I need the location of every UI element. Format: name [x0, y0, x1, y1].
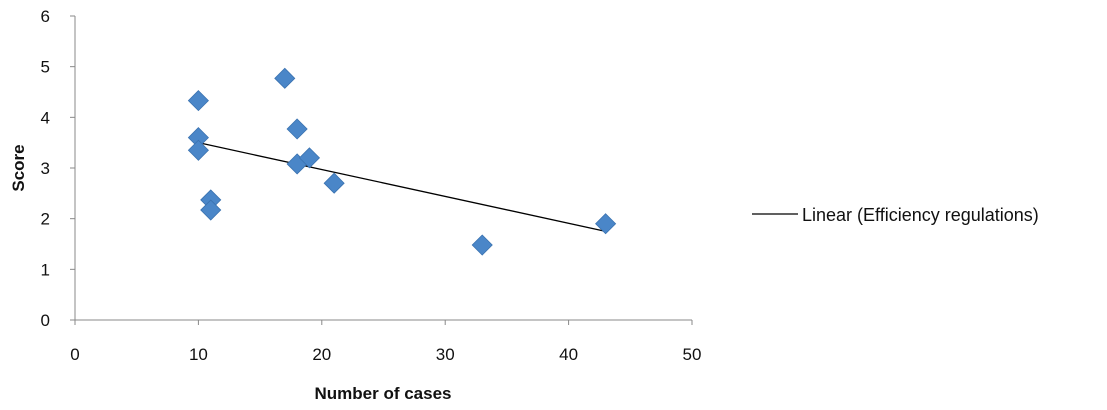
tick-labels: 0 1 2 3 4 5 6 0 10 20 30 40 50	[41, 7, 702, 364]
axis-titles: Number of cases Score	[9, 144, 452, 403]
x-tick-label: 0	[70, 345, 79, 364]
y-tick-label: 5	[41, 58, 50, 77]
linear-trendline	[198, 142, 606, 232]
data-point-diamond	[187, 90, 209, 112]
y-tick-label: 1	[41, 260, 50, 279]
data-point-diamond	[274, 67, 296, 89]
y-axis-title: Score	[9, 144, 28, 191]
y-tick-label: 6	[41, 7, 50, 26]
x-tick-label: 10	[189, 345, 208, 364]
y-tick-label: 0	[41, 311, 50, 330]
axes	[70, 15, 693, 325]
x-tick-label: 40	[559, 345, 578, 364]
y-tick-label: 4	[41, 108, 50, 127]
x-axis-title: Number of cases	[315, 384, 452, 403]
y-tick-label: 3	[41, 159, 50, 178]
x-tick-label: 50	[683, 345, 702, 364]
data-point-diamond	[323, 172, 345, 194]
trendline-layer	[198, 142, 606, 232]
data-point-diamond	[471, 234, 493, 256]
y-tick-label: 2	[41, 210, 50, 229]
data-point-diamond	[595, 213, 617, 235]
data-point-diamond	[187, 139, 209, 161]
x-tick-label: 30	[436, 345, 455, 364]
legend: Linear (Efficiency regulations)	[752, 205, 1039, 225]
data-point-diamond	[286, 118, 308, 140]
data-point-diamond	[200, 199, 222, 221]
legend-label: Linear (Efficiency regulations)	[802, 205, 1039, 225]
data-point-diamond	[298, 147, 321, 169]
x-tick-label: 20	[312, 345, 331, 364]
data-points	[187, 67, 617, 256]
